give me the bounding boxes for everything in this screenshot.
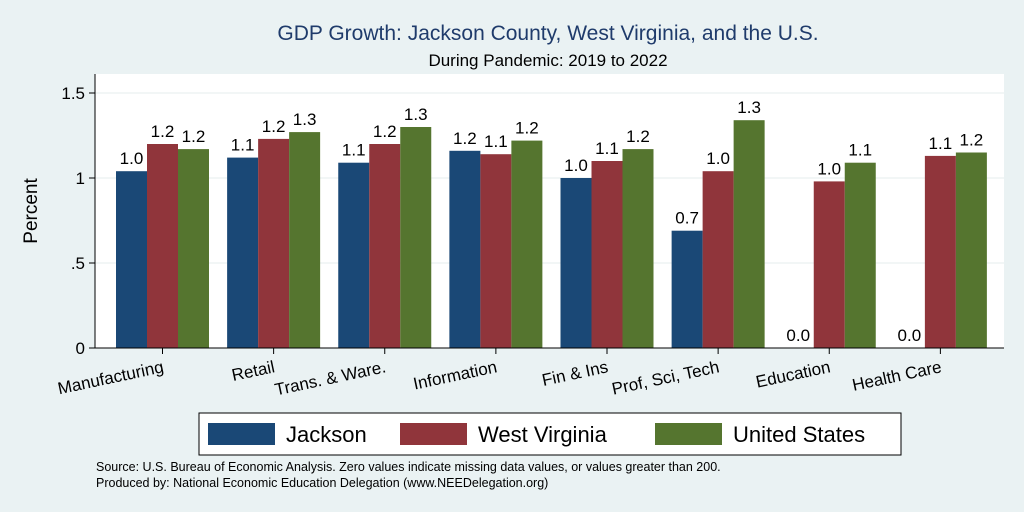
bar: [702, 171, 734, 348]
bar: [338, 162, 370, 348]
y-tick-label: .5: [71, 254, 85, 273]
y-tick-label: 1: [76, 169, 85, 188]
source-note: Source: U.S. Bureau of Economic Analysis…: [96, 460, 721, 474]
data-label: 1.2: [151, 122, 175, 141]
legend-label: Jackson: [286, 422, 367, 447]
data-labels: 1.0 1.2 1.2 1.1 1.2 1.3 1.1 1.2 1.3 1.2 1.1 1.2 1.0 1…: [120, 98, 984, 345]
bar: [733, 120, 765, 348]
bar: [227, 157, 259, 348]
data-label: 1.2: [626, 127, 650, 146]
bar: [289, 132, 321, 348]
bar: [511, 140, 543, 348]
bar: [116, 171, 147, 348]
bar: [147, 144, 178, 348]
x-category-label: Fin & Ins: [540, 357, 610, 390]
bar: [178, 149, 209, 348]
data-label: 1.2: [515, 119, 539, 138]
x-category-label: Education: [754, 357, 832, 391]
y-axis-label: Percent: [21, 178, 42, 244]
legend-swatch: [208, 423, 275, 445]
data-label: 1.1: [929, 134, 953, 153]
x-category-label: Prof, Sci, Tech: [610, 357, 721, 398]
x-category-label: Retail: [230, 357, 276, 385]
bar: [924, 155, 956, 348]
bar: [400, 127, 432, 348]
data-label: 1.2: [262, 117, 286, 136]
bars: [116, 120, 987, 348]
data-label: 0.0: [786, 326, 810, 345]
data-label: 0.7: [675, 209, 699, 228]
data-label: 1.0: [706, 149, 730, 168]
bar: [480, 154, 512, 348]
data-label: 1.0: [817, 159, 841, 178]
y-tick-label: 1.5: [61, 84, 85, 103]
data-label: 1.3: [404, 105, 428, 124]
x-category-label: Health Care: [851, 357, 944, 394]
legend-label: United States: [733, 422, 865, 447]
x-category-label: Manufacturing: [56, 357, 165, 398]
legend-box: [198, 412, 902, 456]
bar: [844, 162, 876, 348]
chart-subtitle: During Pandemic: 2019 to 2022: [428, 51, 667, 70]
data-label: 1.0: [120, 149, 144, 168]
data-label: 1.3: [737, 98, 761, 117]
data-label: 1.1: [342, 141, 366, 160]
bar: [813, 181, 845, 348]
data-label: 1.2: [373, 122, 397, 141]
data-label: 1.1: [848, 141, 872, 160]
x-category-label: Trans. & Ware.: [273, 357, 388, 399]
bar: [258, 138, 290, 348]
bar: [591, 161, 623, 348]
legend-swatch: [400, 423, 467, 445]
data-label: 1.1: [595, 139, 619, 158]
bar: [955, 152, 987, 348]
data-label: 1.2: [182, 127, 206, 146]
bar: [622, 149, 654, 348]
legend-label: West Virginia: [478, 422, 608, 447]
bar: [449, 150, 481, 348]
data-label: 1.0: [564, 156, 588, 175]
produced-by-note: Produced by: National Economic Education…: [96, 476, 548, 490]
data-label: 1.3: [293, 110, 317, 129]
data-label: 1.1: [484, 132, 508, 151]
data-label: 0.0: [898, 326, 922, 345]
data-label: 1.2: [453, 129, 477, 148]
legend: Jackson West Virginia United States: [198, 412, 902, 456]
legend-swatch: [655, 423, 722, 445]
x-category-label: Information: [412, 357, 499, 393]
bar: [560, 178, 592, 348]
bar: [369, 144, 401, 348]
data-label: 1.1: [231, 136, 255, 155]
bar: [671, 230, 703, 348]
y-tick-label: 0: [76, 339, 85, 358]
chart-title: GDP Growth: Jackson County, West Virgini…: [277, 22, 818, 45]
data-label: 1.2: [960, 131, 984, 150]
